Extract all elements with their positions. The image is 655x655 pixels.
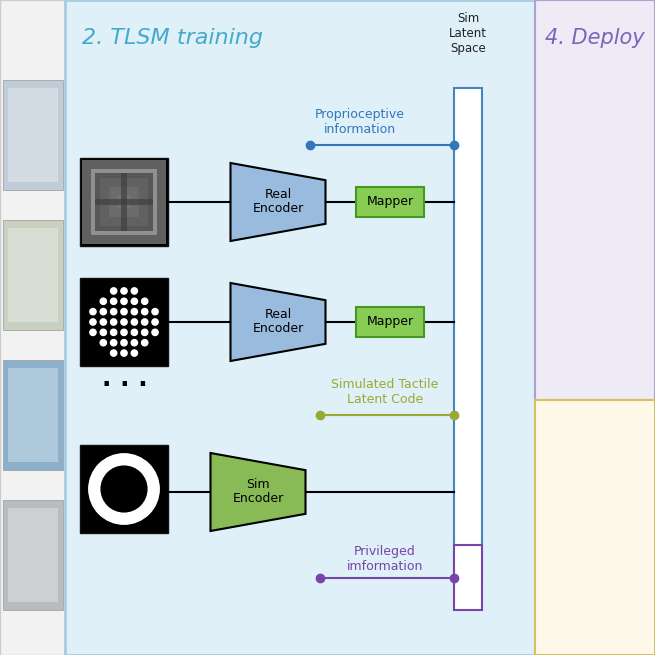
Bar xyxy=(8,88,58,182)
Polygon shape xyxy=(231,283,326,361)
Circle shape xyxy=(141,309,148,315)
Bar xyxy=(0,0,65,655)
Text: 2. TLSM training: 2. TLSM training xyxy=(82,28,263,48)
Text: Sim
Latent
Space: Sim Latent Space xyxy=(449,12,487,55)
Bar xyxy=(3,220,63,330)
Bar xyxy=(80,278,168,366)
Bar xyxy=(100,178,148,226)
Circle shape xyxy=(121,298,127,305)
Bar xyxy=(95,173,126,204)
Circle shape xyxy=(131,350,138,356)
Circle shape xyxy=(141,329,148,335)
Circle shape xyxy=(111,288,117,294)
Text: Mapper: Mapper xyxy=(366,195,413,208)
Circle shape xyxy=(111,319,117,325)
Bar xyxy=(8,368,58,462)
Circle shape xyxy=(152,329,159,335)
Text: Proprioceptive
information: Proprioceptive information xyxy=(315,108,405,136)
Circle shape xyxy=(152,309,159,315)
Bar xyxy=(454,88,482,578)
Circle shape xyxy=(131,298,138,305)
Bar xyxy=(117,195,130,208)
Bar xyxy=(356,187,424,217)
Bar xyxy=(121,199,153,231)
Bar xyxy=(95,199,126,231)
Bar xyxy=(8,228,58,322)
Bar xyxy=(80,445,168,533)
Text: Privileged
imformation: Privileged imformation xyxy=(346,545,423,573)
Text: Encoder: Encoder xyxy=(252,322,304,335)
Bar xyxy=(535,400,655,655)
Bar xyxy=(8,508,58,602)
Circle shape xyxy=(131,288,138,294)
Circle shape xyxy=(141,319,148,325)
Circle shape xyxy=(100,339,106,346)
Circle shape xyxy=(121,350,127,356)
Circle shape xyxy=(111,350,117,356)
Circle shape xyxy=(131,329,138,335)
Circle shape xyxy=(121,319,127,325)
Circle shape xyxy=(131,339,138,346)
Circle shape xyxy=(121,309,127,315)
Circle shape xyxy=(131,309,138,315)
Circle shape xyxy=(141,298,148,305)
Bar xyxy=(109,187,140,217)
Polygon shape xyxy=(210,453,305,531)
Text: 4. Deploy: 4. Deploy xyxy=(545,28,645,48)
Bar xyxy=(535,0,655,400)
Circle shape xyxy=(90,329,96,335)
Circle shape xyxy=(118,483,130,495)
Circle shape xyxy=(121,288,127,294)
Bar xyxy=(82,160,166,244)
Bar xyxy=(121,173,153,204)
Text: Real: Real xyxy=(265,309,291,322)
Circle shape xyxy=(100,329,106,335)
Bar xyxy=(65,0,535,655)
Bar xyxy=(3,80,63,190)
Text: Sim: Sim xyxy=(246,479,270,491)
Circle shape xyxy=(111,339,117,346)
Text: Simulated Tactile
Latent Code: Simulated Tactile Latent Code xyxy=(331,378,439,406)
Circle shape xyxy=(101,466,147,512)
Circle shape xyxy=(111,329,117,335)
Circle shape xyxy=(131,319,138,325)
Bar xyxy=(356,307,424,337)
Circle shape xyxy=(89,454,159,524)
Circle shape xyxy=(111,298,117,305)
Text: Encoder: Encoder xyxy=(252,202,304,215)
Circle shape xyxy=(152,319,159,325)
Text: · · ·: · · · xyxy=(102,373,148,397)
Circle shape xyxy=(121,329,127,335)
Circle shape xyxy=(100,319,106,325)
Text: Encoder: Encoder xyxy=(233,493,284,506)
Bar xyxy=(454,545,482,610)
Bar xyxy=(3,500,63,610)
Circle shape xyxy=(100,298,106,305)
Bar xyxy=(80,158,168,246)
Text: Mapper: Mapper xyxy=(366,316,413,329)
Circle shape xyxy=(141,339,148,346)
Circle shape xyxy=(90,319,96,325)
Text: Real: Real xyxy=(265,189,291,202)
Circle shape xyxy=(111,309,117,315)
Polygon shape xyxy=(231,163,326,241)
Circle shape xyxy=(100,309,106,315)
Bar xyxy=(91,169,157,235)
Circle shape xyxy=(121,339,127,346)
Circle shape xyxy=(90,309,96,315)
Bar xyxy=(3,360,63,470)
